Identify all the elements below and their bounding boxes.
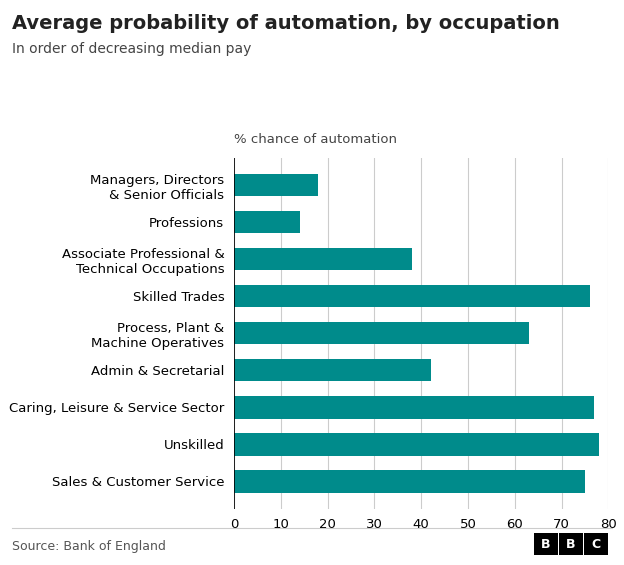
Text: % chance of automation: % chance of automation	[234, 133, 397, 146]
Text: B: B	[566, 537, 576, 551]
Bar	[234, 359, 431, 381]
Bar	[234, 433, 599, 455]
Bar	[234, 174, 318, 197]
Text: B: B	[541, 537, 551, 551]
Text: In order of decreasing median pay: In order of decreasing median pay	[12, 42, 252, 57]
Bar	[234, 396, 594, 419]
Text: C: C	[592, 537, 600, 551]
Text: Source: Bank of England: Source: Bank of England	[12, 540, 167, 554]
Text: Average probability of automation, by occupation: Average probability of automation, by oc…	[12, 14, 560, 33]
Bar	[234, 248, 412, 271]
Bar	[234, 470, 585, 493]
Bar	[234, 285, 590, 307]
Bar	[234, 322, 529, 345]
Bar	[234, 211, 300, 233]
